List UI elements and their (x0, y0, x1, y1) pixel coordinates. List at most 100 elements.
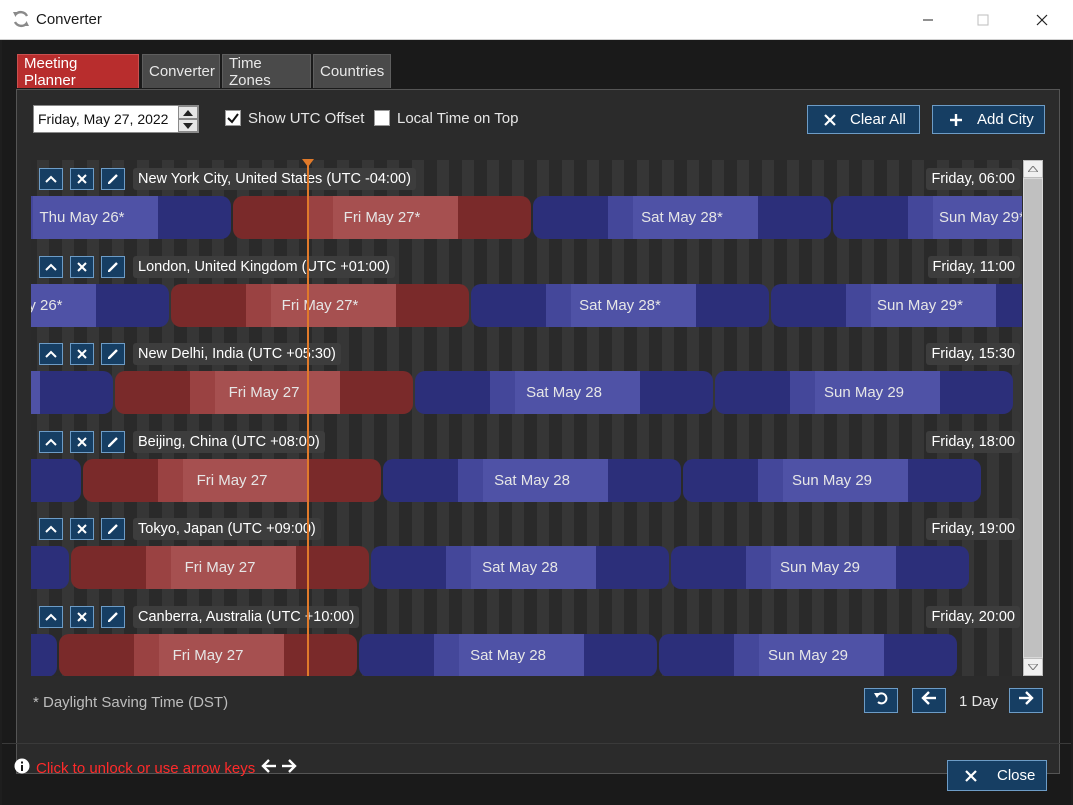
move-up-icon (45, 613, 57, 621)
day-band[interactable]: Thu May 26* (31, 284, 169, 327)
close-icon (965, 769, 977, 782)
move-up-button[interactable] (39, 518, 63, 540)
local-time-on-top-label: Local Time on Top (397, 110, 519, 127)
date-picker[interactable]: Friday, May 27, 2022 (33, 105, 199, 133)
scrollbar-thumb[interactable] (1024, 179, 1042, 657)
day-band[interactable]: Sun May 29* (771, 284, 1022, 327)
day-band[interactable]: Fri May 27* (233, 196, 531, 239)
move-up-button[interactable] (39, 256, 63, 278)
current-time-marker[interactable] (302, 159, 314, 167)
scroll-down-button[interactable] (1023, 658, 1043, 676)
day-band[interactable]: Thu May 26* (31, 196, 231, 239)
date-spin-up[interactable] (178, 106, 198, 119)
day-band-label: Sat May 28* (579, 297, 661, 314)
arrow-right-icon (1018, 691, 1034, 710)
add-city-button[interactable]: Add City (932, 105, 1045, 134)
edit-city-button[interactable] (101, 168, 125, 190)
tab-meeting-planner[interactable]: Meeting Planner (17, 54, 139, 89)
tab-converter[interactable]: Converter (142, 54, 220, 88)
day-band-core-hours (271, 284, 396, 327)
edit-city-button[interactable] (101, 343, 125, 365)
plus-icon (949, 113, 963, 127)
day-band-core-hours (515, 371, 640, 414)
day-band-core-hours (33, 196, 158, 239)
day-band[interactable]: Fri May 27 (83, 459, 381, 502)
remove-city-button[interactable] (70, 431, 94, 453)
scroll-up-button[interactable] (1023, 160, 1043, 178)
edit-city-button[interactable] (101, 431, 125, 453)
day-band[interactable]: Sun May 29 (683, 459, 981, 502)
close-button[interactable]: Close (947, 760, 1047, 791)
current-time-line[interactable] (307, 160, 309, 676)
day-band[interactable]: Sun May 29 (715, 371, 1013, 414)
day-band[interactable]: Sat May 28 (359, 634, 657, 676)
day-band[interactable]: Thu May 26 (31, 371, 113, 414)
edit-icon (107, 261, 119, 273)
day-band-label: Sun May 29 (791, 472, 873, 489)
day-band-label: Sat May 28 (470, 647, 546, 664)
day-band[interactable]: Sat May 28 (415, 371, 713, 414)
remove-icon (77, 612, 87, 622)
remove-city-button[interactable] (70, 518, 94, 540)
day-band[interactable]: Fri May 27* (171, 284, 469, 327)
day-band-core-hours (31, 371, 40, 414)
maximize-button[interactable] (960, 0, 1006, 39)
day-band[interactable]: Sun May 29* (833, 196, 1022, 239)
city-label: Canberra, Australia (UTC +10:00) (133, 606, 360, 628)
day-band[interactable]: Sat May 28 (371, 546, 669, 589)
local-time-on-top-checkbox[interactable] (374, 110, 390, 126)
day-band-core-hours (771, 546, 896, 589)
move-up-button[interactable] (39, 606, 63, 628)
day-band-label: Fri May 27* (281, 297, 359, 314)
day-band[interactable]: Sat May 28* (471, 284, 769, 327)
day-band[interactable]: Fri May 27 (59, 634, 357, 676)
day-band-core-hours (571, 284, 696, 327)
tab-label: Time Zones (229, 54, 271, 89)
remove-city-button[interactable] (70, 343, 94, 365)
reset-button[interactable] (864, 688, 898, 713)
day-band[interactable]: Thu May 26 (31, 546, 69, 589)
move-up-button[interactable] (39, 343, 63, 365)
dst-note: * Daylight Saving Time (DST) (33, 694, 229, 711)
day-band[interactable]: Sat May 28 (383, 459, 681, 502)
day-band[interactable]: Fri May 27 (115, 371, 413, 414)
next-day-button[interactable] (1009, 688, 1043, 713)
remove-city-button[interactable] (70, 256, 94, 278)
move-up-button[interactable] (39, 431, 63, 453)
day-band-core-hours (333, 196, 458, 239)
day-band[interactable]: Thu May 26 (31, 459, 81, 502)
previous-day-button[interactable] (912, 688, 946, 713)
close-icon (1036, 14, 1048, 26)
title-bar: Converter (0, 0, 1073, 40)
day-band-label: Sat May 28 (494, 472, 570, 489)
edit-city-button[interactable] (101, 518, 125, 540)
unlock-hint[interactable]: Click to unlock or use arrow keys (14, 758, 297, 779)
clear-all-button[interactable]: Clear All (807, 105, 920, 134)
remove-city-button[interactable] (70, 168, 94, 190)
date-spin-down[interactable] (178, 119, 198, 132)
edit-city-button[interactable] (101, 606, 125, 628)
remove-city-button[interactable] (70, 606, 94, 628)
info-icon (14, 758, 30, 779)
day-band[interactable]: Fri May 27 (71, 546, 369, 589)
move-up-button[interactable] (39, 168, 63, 190)
edit-city-button[interactable] (101, 256, 125, 278)
step-label: 1 Day (959, 693, 999, 710)
date-value: Friday, May 27, 2022 (38, 111, 169, 127)
tab-label: Converter (149, 63, 215, 80)
tab-countries[interactable]: Countries (313, 54, 391, 88)
day-band-label: Fri May 27 (228, 384, 300, 401)
minimize-button[interactable] (905, 0, 951, 39)
day-band[interactable]: Sun May 29 (671, 546, 969, 589)
day-band[interactable]: Sun May 29 (659, 634, 957, 676)
show-utc-offset-checkbox[interactable] (225, 110, 241, 126)
day-band[interactable]: Thu May 26 (31, 634, 57, 676)
tab-time-zones[interactable]: Time Zones (222, 54, 311, 89)
day-band-label: Sat May 28* (641, 209, 723, 226)
timeline-grid[interactable]: Thu May 26* Fri May 27* Sat May 28* Sun May… (31, 160, 1022, 676)
window-close-button[interactable] (1019, 0, 1065, 39)
day-band-core-hours (933, 196, 1022, 239)
edit-icon (107, 611, 119, 623)
day-band[interactable]: Sat May 28* (533, 196, 831, 239)
day-band-core-hours (783, 459, 908, 502)
